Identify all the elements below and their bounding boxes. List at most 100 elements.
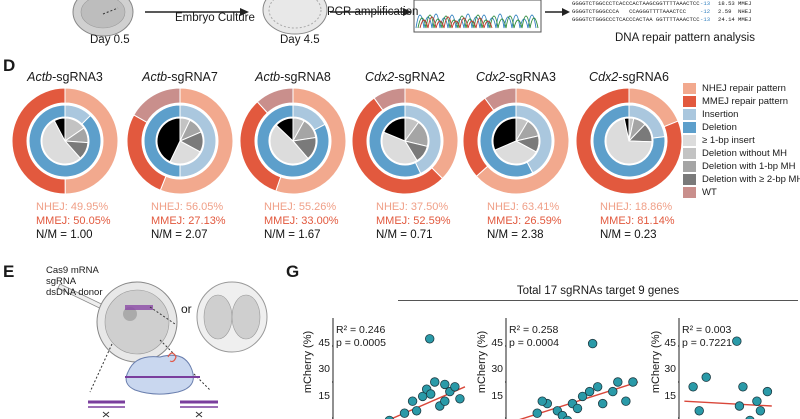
mmej-slice bbox=[575, 87, 683, 195]
legend-item: WT bbox=[683, 187, 717, 198]
data-point bbox=[440, 379, 450, 390]
data-point bbox=[752, 396, 762, 406]
data-point bbox=[628, 377, 638, 387]
wt-slice bbox=[256, 87, 294, 114]
nhej-value: NHEJ: 55.26% bbox=[264, 201, 337, 213]
deletion-slice bbox=[479, 104, 534, 178]
data-point bbox=[572, 403, 583, 414]
seq-row: GGGGTCTGGGCCCA CCAGGGTTTTAAACTCC bbox=[572, 8, 687, 15]
deletion-slice bbox=[28, 104, 102, 178]
mmej-value: MMEJ: 81.14% bbox=[600, 215, 675, 227]
p-value: p = 0.0005 bbox=[336, 337, 386, 349]
donut-title: Actb-sgRNA7 bbox=[142, 70, 218, 84]
data-point bbox=[688, 382, 698, 392]
scatter-stats: R² = 0.258 p = 0.0004 bbox=[509, 324, 559, 350]
legend-item: Deletion bbox=[683, 122, 737, 133]
donut-chart bbox=[462, 87, 570, 195]
y-tick-label: 45 bbox=[664, 337, 676, 349]
y-tick-label: 30 bbox=[318, 363, 330, 375]
wt-slice bbox=[373, 87, 406, 111]
banner-text: Total 17 sgRNAs target 9 genes bbox=[516, 285, 680, 297]
data-point bbox=[755, 406, 766, 416]
legend-item: Insertion bbox=[683, 109, 738, 120]
donut-col: Cdx2-sgRNA2 NHEJ: 37.50% MMEJ: 52.59% N/… bbox=[350, 70, 460, 241]
seq-type: MMEJ bbox=[738, 16, 752, 23]
seq-num: -12 bbox=[700, 8, 711, 15]
y-axis-label: mCherry (%) bbox=[650, 330, 663, 394]
sgrna-label: sgRNA bbox=[46, 276, 77, 287]
y-tick-label: 15 bbox=[491, 390, 503, 402]
undefined bbox=[275, 117, 294, 143]
deletion-slice bbox=[256, 104, 330, 178]
mmej-value: MMEJ: 26.59% bbox=[487, 215, 562, 227]
data-point bbox=[587, 338, 598, 349]
pcr-label: PCR amplification bbox=[327, 6, 419, 18]
nm-ratio: N/M = 1.00 bbox=[36, 229, 93, 241]
seq-row: GGGGTCTGGGCCCTCACCCACTAA GGTTTTAAACTCC bbox=[572, 16, 700, 23]
undefined bbox=[53, 117, 66, 142]
workflow-illustration bbox=[72, 0, 570, 37]
donut-chart bbox=[239, 87, 347, 195]
legend-item: Deletion with ≥ 2-bp MH bbox=[683, 174, 800, 185]
legend-swatch bbox=[683, 161, 696, 172]
legend-item: Deletion without MH bbox=[683, 148, 787, 159]
donut-col: Actb-sgRNA8 NHEJ: 55.26% MMEJ: 33.00% N/… bbox=[238, 70, 348, 241]
data-point bbox=[738, 382, 748, 392]
insert-slice bbox=[381, 131, 418, 165]
blastocyst-icon bbox=[262, 0, 328, 35]
legend-item: MMEJ repair pattern bbox=[683, 96, 788, 107]
cas9-complex-icon bbox=[125, 354, 194, 395]
donut-chart bbox=[126, 87, 234, 195]
y-tick-label: 30 bbox=[664, 363, 676, 375]
data-point bbox=[613, 377, 623, 387]
data-point bbox=[399, 408, 410, 418]
embryo-culture-label: Embryo Culture bbox=[175, 12, 255, 24]
data-point bbox=[621, 396, 631, 406]
legend-swatch bbox=[683, 135, 696, 146]
data-point bbox=[450, 382, 460, 392]
y-tick-label: 30 bbox=[491, 363, 503, 375]
top-workflow: Day 0.5 Embryo Culture Day 4.5 PCR ampli… bbox=[0, 0, 800, 52]
nhej-value: NHEJ: 49.95% bbox=[36, 201, 109, 213]
mmej-value: MMEJ: 27.13% bbox=[151, 215, 226, 227]
data-point bbox=[745, 415, 755, 419]
injection-labels: Cas9 mRNA sgRNA dsDNA donor bbox=[46, 265, 103, 298]
data-point bbox=[537, 396, 547, 406]
donut-col: Actb-sgRNA7 NHEJ: 56.05% MMEJ: 27.13% N/… bbox=[125, 70, 235, 241]
nhej-value: NHEJ: 63.41% bbox=[487, 201, 560, 213]
seq-num: -13 bbox=[700, 16, 711, 23]
nhej-slice bbox=[275, 87, 347, 195]
legend-swatch bbox=[683, 148, 696, 159]
scatter-stats: R² = 0.003 p = 0.7221 bbox=[682, 324, 732, 350]
p-value: p = 0.7221 bbox=[682, 337, 732, 349]
seq-val: 24.14 bbox=[718, 16, 735, 23]
scatter-plot bbox=[678, 318, 773, 419]
data-point bbox=[584, 386, 595, 397]
nhej-value: NHEJ: 37.50% bbox=[376, 201, 449, 213]
legend-swatch bbox=[683, 83, 696, 94]
data-point bbox=[701, 372, 711, 382]
donut-chart bbox=[351, 87, 459, 195]
legend-swatch bbox=[683, 122, 696, 133]
donut-chart bbox=[575, 87, 683, 195]
legend-swatch bbox=[683, 174, 696, 185]
data-point bbox=[598, 398, 608, 409]
cas9-label: Cas9 mRNA bbox=[46, 265, 99, 276]
donut-title: Actb-sgRNA3 bbox=[27, 70, 103, 84]
donut-title: Cdx2-sgRNA6 bbox=[589, 70, 669, 84]
wt-slice bbox=[133, 87, 181, 123]
panel-d-donuts: Actb-sgRNA3 NHEJ: 49.95% MMEJ: 50.05% N/… bbox=[0, 70, 683, 250]
y-axis-label: mCherry (%) bbox=[302, 330, 315, 394]
deletion-slice bbox=[368, 104, 422, 178]
nm-ratio: N/M = 0.23 bbox=[600, 229, 657, 241]
donor-label: dsDNA donor bbox=[46, 287, 103, 298]
scatter-plot bbox=[332, 318, 466, 419]
nm-ratio: N/M = 2.07 bbox=[151, 229, 208, 241]
undefined bbox=[156, 117, 181, 163]
insert-slice bbox=[269, 124, 309, 165]
mmej-value: MMEJ: 50.05% bbox=[36, 215, 111, 227]
dna-repair-label: DNA repair pattern analysis bbox=[615, 32, 755, 44]
data-point bbox=[732, 336, 742, 346]
scatter-plots: mCherry (%) mCherry (%) mCherry (%) 45 3… bbox=[0, 310, 800, 419]
r2-value: R² = 0.003 bbox=[682, 324, 732, 336]
